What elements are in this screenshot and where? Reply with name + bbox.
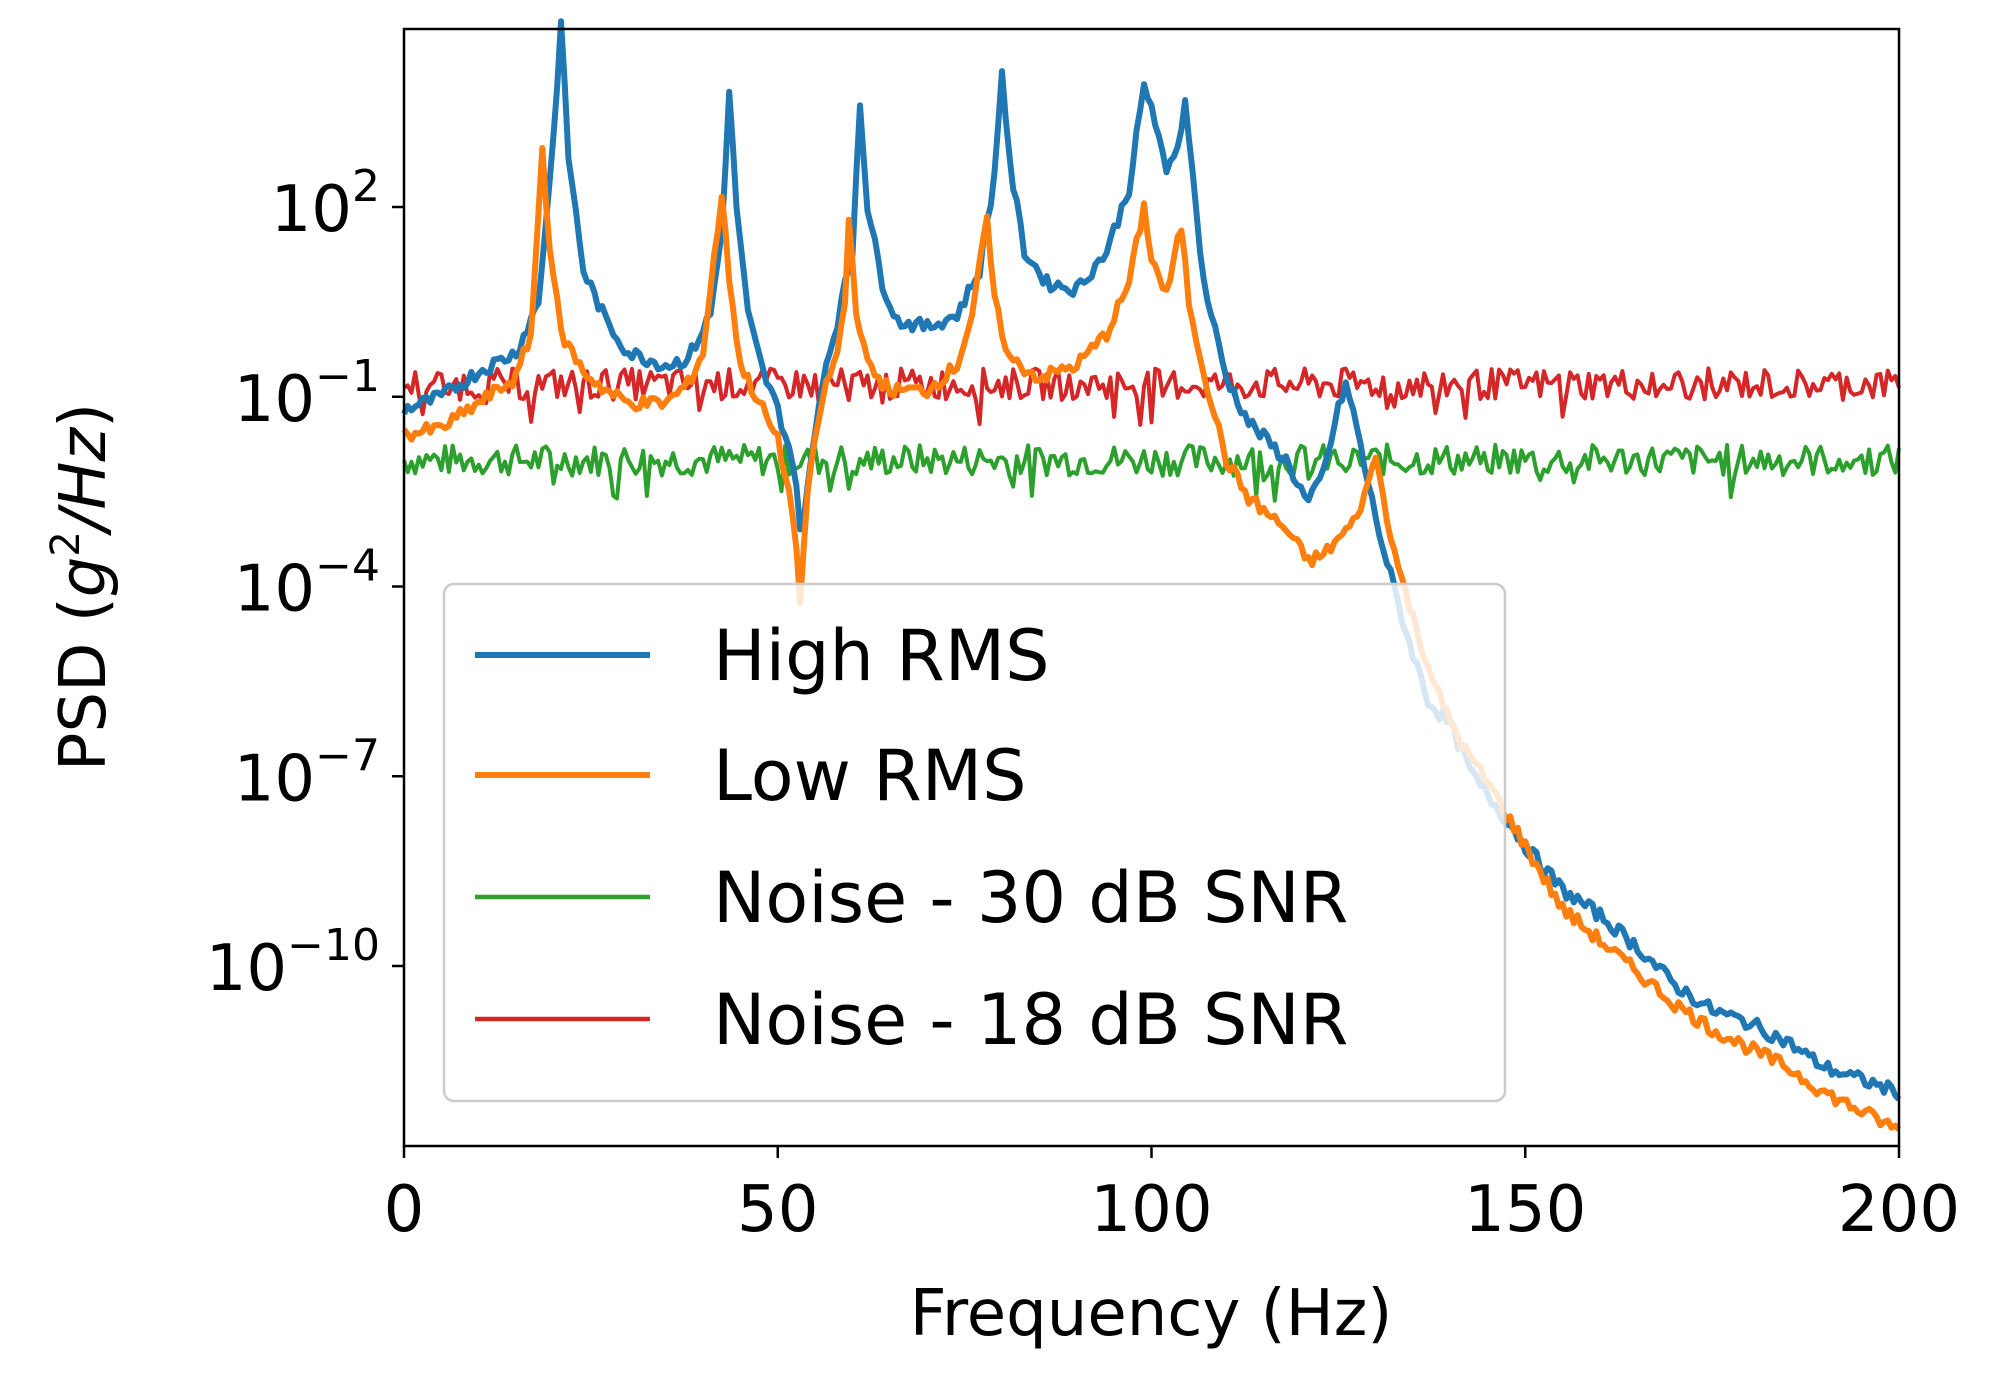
series-line [401,145,1902,1132]
y-tick-label: 10−4 [234,541,380,627]
y-axis: 102 10−1 10−4 10−7 10−10 [206,161,404,1006]
series-line [402,442,1901,503]
y-axis-label: PSD (g2/Hz) [43,403,121,771]
x-tick-label: 100 [1090,1173,1212,1247]
y-tick-label: 10−1 [234,351,380,437]
series-line [401,18,1902,1102]
y-tick-label: 10−10 [206,920,380,1006]
x-tick-label: 50 [737,1173,818,1247]
y-tick-label: 10−7 [234,730,380,816]
legend-label: High RMS [713,615,1050,697]
x-axis: 0 50 100 150 200 [384,1146,1960,1247]
legend-label: Noise - 18 dB SNR [713,979,1348,1061]
series-line [402,366,1901,427]
y-tick-label: 102 [271,161,380,247]
legend-box [442,582,1507,1103]
x-axis-label: Frequency (Hz) [910,1277,1393,1351]
legend: High RMS Low RMS Noise - 30 dB SNR Noise - … [442,582,1507,1103]
x-tick-label: 150 [1464,1173,1586,1247]
legend-label: Low RMS [713,735,1027,817]
series-layer [401,18,1902,1132]
x-tick-label: 200 [1838,1173,1960,1247]
legend-label: Noise - 30 dB SNR [713,857,1348,939]
x-tick-label: 0 [384,1173,425,1247]
